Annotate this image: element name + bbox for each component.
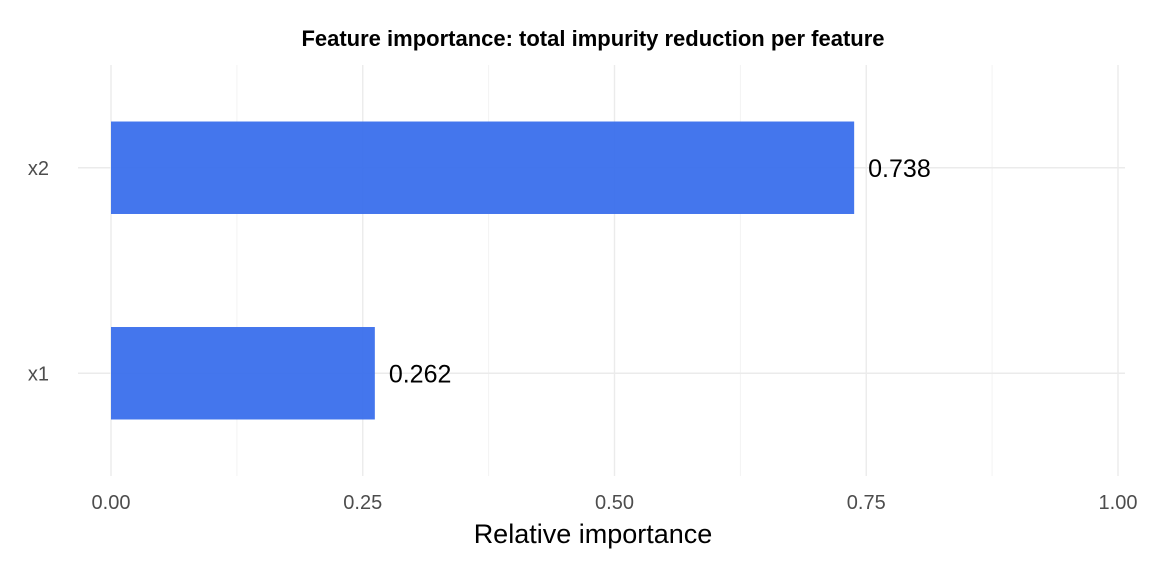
x-tick-label: 0.50 xyxy=(595,492,634,514)
x-tick-label: 0.00 xyxy=(92,492,131,514)
x-tick-label: 0.75 xyxy=(847,492,886,514)
x-axis-ticks: 0.00 0.25 0.50 0.75 1.00 xyxy=(92,492,1138,514)
data-label-x2: 0.738 xyxy=(868,155,931,183)
y-tick-label-x2: x2 xyxy=(28,158,49,180)
data-label-x1: 0.262 xyxy=(389,360,452,388)
bar-x2 xyxy=(111,121,855,214)
x-tick-label: 1.00 xyxy=(1099,492,1138,514)
bars xyxy=(111,121,855,420)
data-labels: 0.262 0.738 xyxy=(389,155,931,389)
y-tick-label-x1: x1 xyxy=(28,363,49,385)
x-axis-title: Relative importance xyxy=(474,519,713,549)
y-axis-ticks: x1 x2 xyxy=(28,158,49,386)
x-tick-label: 0.25 xyxy=(343,492,382,514)
chart-title: Feature importance: total impurity reduc… xyxy=(301,26,884,51)
bar-x1 xyxy=(111,327,375,420)
